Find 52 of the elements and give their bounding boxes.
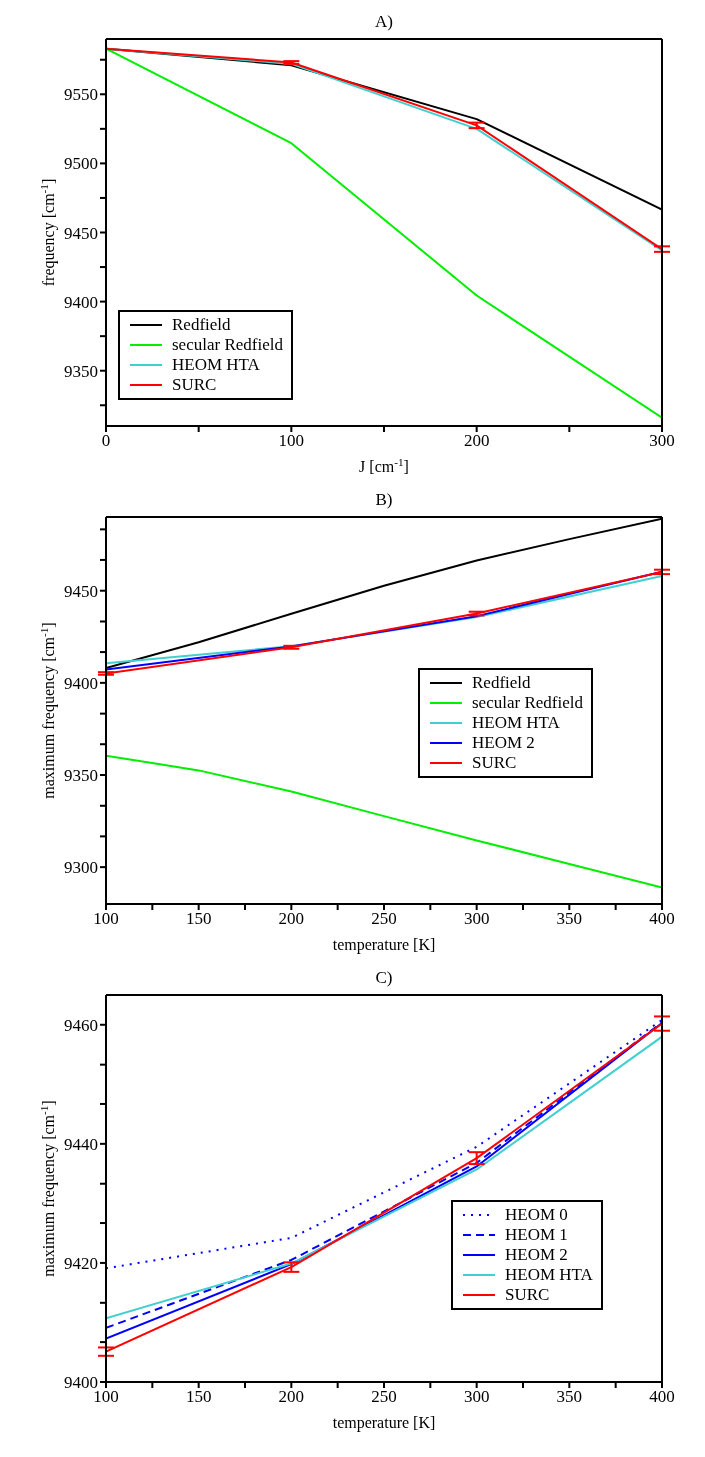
- x-tick-label: 200: [463, 431, 490, 451]
- legend-label: Redfield: [472, 673, 531, 693]
- legend-label: SURC: [505, 1285, 550, 1305]
- x-tick-label: 250: [371, 909, 397, 929]
- chart-title: A): [374, 12, 394, 32]
- y-tick-label: 9440: [64, 1134, 98, 1154]
- y-tick-label: 9460: [64, 1015, 98, 1035]
- y-tick-label: 9350: [64, 361, 98, 381]
- legend-label: HEOM 2: [472, 733, 535, 753]
- y-tick-label: 9400: [64, 673, 98, 693]
- x-tick-label: 0: [101, 431, 111, 451]
- x-tick-label: 350: [556, 1387, 583, 1407]
- line-series: [106, 754, 662, 889]
- x-tick-label: 350: [556, 909, 583, 929]
- legend-label: HEOM HTA: [505, 1265, 593, 1285]
- legend-label: HEOM 0: [505, 1205, 568, 1225]
- legend-label: SURC: [172, 375, 217, 395]
- y-tick-label: 9450: [64, 223, 98, 243]
- y-tick-label: 9550: [64, 85, 98, 105]
- legend-label: Redfield: [172, 315, 231, 335]
- x-tick-label: 150: [185, 1387, 212, 1407]
- x-tick-label: 100: [93, 1387, 119, 1407]
- legend-label: secular Redfield: [472, 693, 583, 713]
- y-tick-label: 9400: [64, 292, 98, 312]
- y-tick-label: 9420: [64, 1253, 98, 1273]
- x-tick-label: 200: [278, 909, 305, 929]
- x-axis-title: temperature [K]: [332, 1414, 436, 1432]
- y-tick-label: 9300: [64, 858, 98, 878]
- legend-label: HEOM 1: [505, 1225, 568, 1245]
- x-tick-label: 250: [371, 1387, 397, 1407]
- x-tick-label: 300: [463, 909, 490, 929]
- x-tick-label: 300: [649, 431, 675, 451]
- x-tick-label: 400: [649, 909, 675, 929]
- legend-label: HEOM HTA: [472, 713, 560, 733]
- legend-label: HEOM 2: [505, 1245, 568, 1265]
- x-tick-label: 200: [278, 1387, 305, 1407]
- x-tick-label: 300: [463, 1387, 490, 1407]
- line-series: [106, 47, 662, 419]
- legend-label: secular Redfield: [172, 335, 283, 355]
- x-tick-label: 100: [93, 909, 119, 929]
- y-tick-label: 9350: [64, 766, 98, 786]
- x-axis-title: temperature [K]: [332, 936, 436, 954]
- x-axis-title: J [cm$^{-1}$]: [359, 456, 409, 475]
- x-tick-label: 100: [278, 431, 305, 451]
- x-tick-label: 150: [185, 909, 212, 929]
- y-tick-label: 9500: [64, 154, 98, 174]
- chart-title: C): [374, 968, 394, 988]
- legend-label: SURC: [472, 753, 517, 773]
- y-tick-label: 9450: [64, 581, 98, 601]
- x-tick-label: 400: [649, 1387, 675, 1407]
- legend-label: HEOM HTA: [172, 355, 260, 375]
- chart-title: B): [374, 490, 394, 510]
